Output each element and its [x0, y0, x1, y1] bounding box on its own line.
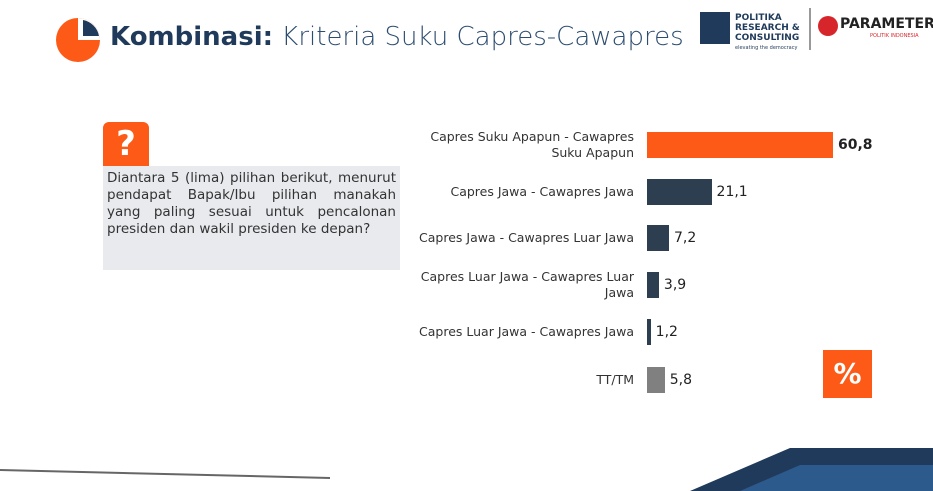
bar: [647, 367, 665, 393]
bar: [647, 225, 670, 251]
logo2: PARAMETER: [840, 16, 933, 32]
question-text: Diantara 5 (lima) pilihan berikut, menur…: [103, 166, 400, 270]
category-label: TT/TM: [596, 372, 634, 387]
category-label: Capres Luar Jawa - Cawapres Luar Jawa: [420, 269, 634, 300]
title-bold: Kombinasi:: [110, 22, 274, 52]
question-icon: ?: [103, 122, 149, 166]
logo1-mark: [700, 12, 730, 44]
value-label: 60,8: [838, 137, 873, 153]
value-label: 5,8: [669, 372, 692, 388]
logo1-line: RESEARCH &: [735, 23, 800, 33]
bar: [647, 272, 659, 298]
value-label: 21,1: [716, 184, 748, 200]
bar: [647, 132, 833, 158]
logo1: POLITIKA RESEARCH & CONSULTING elevating…: [735, 13, 800, 53]
bar: [647, 319, 651, 345]
category-label: Capres Luar Jawa - Cawapres Jawa: [419, 324, 634, 339]
unit-icon: %: [823, 350, 872, 398]
logo1-line: CONSULTING: [735, 33, 800, 43]
logo2-tagline: POLITIK INDONESIA: [870, 33, 919, 39]
logo2-mark: [818, 16, 838, 36]
bar: [647, 179, 712, 205]
title: Kombinasi: Kriteria Suku Capres-Cawapres: [110, 22, 684, 52]
category-label: Capres Suku Apapun - Cawapres Suku Apapu…: [430, 129, 634, 160]
value-label: 7,2: [674, 230, 697, 246]
value-label: 3,9: [663, 277, 687, 293]
logo1-tagline: elevating the democracy: [735, 45, 798, 51]
bottom-shape: [740, 465, 933, 491]
logo-slice: [83, 20, 99, 36]
value-label: 1,2: [655, 324, 678, 340]
bottom-line: [0, 469, 331, 479]
title-text: Kriteria Suku Capres-Cawapres: [281, 22, 684, 52]
category-label: Capres Jawa - Cawapres Jawa: [450, 184, 634, 199]
category-label: Capres Jawa - Cawapres Luar Jawa: [419, 230, 634, 245]
logo1-line: POLITIKA: [735, 13, 782, 23]
